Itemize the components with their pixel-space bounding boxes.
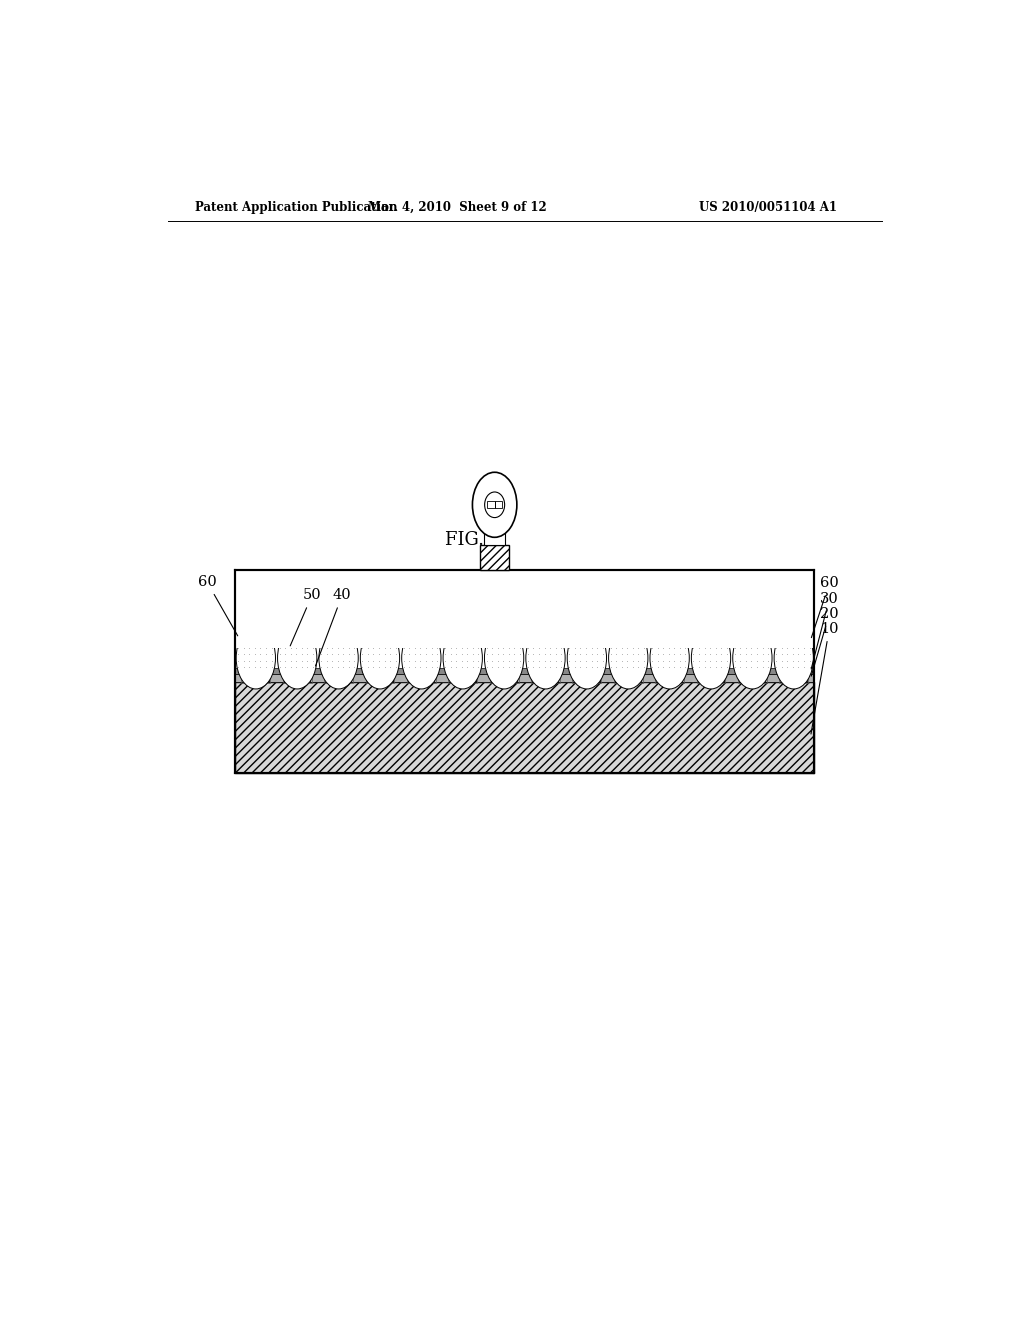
Ellipse shape	[774, 627, 813, 689]
Bar	[698, 626, 724, 682]
Bar	[242, 624, 270, 682]
Text: Patent Application Publication: Patent Application Publication	[196, 201, 398, 214]
Ellipse shape	[443, 627, 482, 689]
Ellipse shape	[691, 627, 731, 689]
Text: 40: 40	[315, 589, 351, 667]
Ellipse shape	[237, 627, 275, 689]
Bar	[613, 624, 643, 682]
Bar	[574, 626, 600, 682]
Ellipse shape	[278, 627, 316, 689]
Bar	[285, 626, 310, 682]
Ellipse shape	[608, 627, 648, 689]
Bar	[236, 673, 814, 682]
Text: US 2010/0051104 A1: US 2010/0051104 A1	[699, 201, 838, 214]
Bar	[283, 624, 311, 682]
Bar	[532, 626, 558, 682]
Text: 30: 30	[811, 591, 839, 669]
Ellipse shape	[401, 627, 441, 689]
Bar	[236, 570, 814, 648]
Bar	[615, 626, 641, 682]
Text: Mar. 4, 2010  Sheet 9 of 12: Mar. 4, 2010 Sheet 9 of 12	[368, 201, 547, 214]
Ellipse shape	[318, 627, 358, 689]
Text: 60: 60	[811, 577, 839, 638]
Bar	[325, 624, 353, 682]
Bar	[409, 626, 434, 682]
Bar	[739, 626, 765, 682]
Bar	[236, 682, 814, 774]
Ellipse shape	[650, 627, 689, 689]
Ellipse shape	[567, 627, 606, 689]
Bar	[326, 626, 351, 682]
Ellipse shape	[526, 627, 565, 689]
Ellipse shape	[472, 473, 517, 537]
Bar	[738, 624, 767, 682]
Bar	[236, 668, 814, 673]
Bar	[655, 624, 684, 682]
Bar	[449, 624, 477, 682]
Bar	[487, 502, 495, 508]
Text: 20: 20	[811, 607, 839, 676]
Bar	[484, 532, 506, 545]
Bar	[696, 624, 725, 682]
Text: 60: 60	[198, 576, 238, 636]
Bar	[243, 626, 268, 682]
Ellipse shape	[733, 627, 772, 689]
Ellipse shape	[484, 627, 523, 689]
Bar	[366, 624, 394, 682]
Text: 10: 10	[811, 622, 839, 734]
Bar	[531, 624, 560, 682]
Bar	[450, 626, 475, 682]
Bar	[495, 502, 502, 508]
Bar	[368, 626, 393, 682]
Bar	[236, 570, 814, 774]
Bar	[480, 545, 509, 570]
Text: FIG. 9: FIG. 9	[445, 531, 502, 549]
Bar	[781, 626, 807, 682]
Bar	[779, 624, 808, 682]
Bar	[656, 626, 682, 682]
Bar	[489, 624, 518, 682]
Bar	[492, 626, 517, 682]
Text: 50: 50	[290, 589, 322, 645]
Ellipse shape	[360, 627, 399, 689]
Bar	[572, 624, 601, 682]
Bar	[407, 624, 436, 682]
